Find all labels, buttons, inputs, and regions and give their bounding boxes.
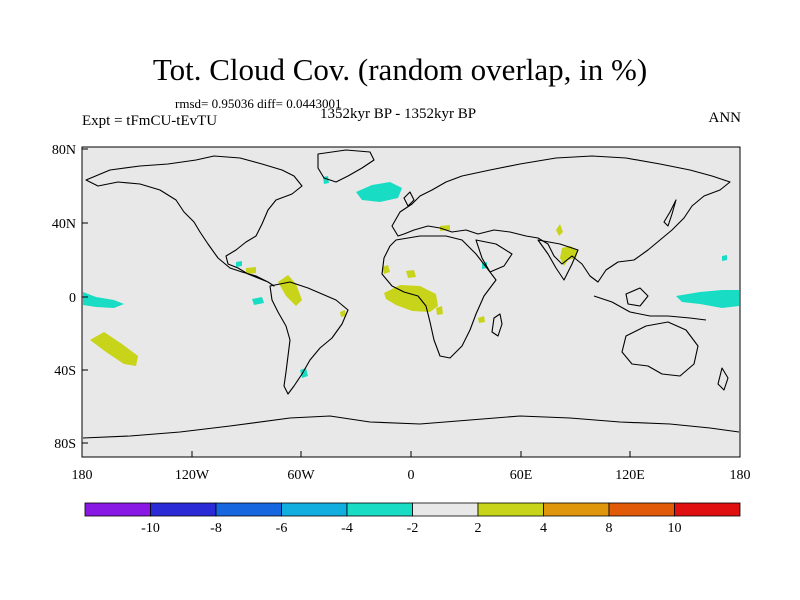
anomaly-patch [300,368,308,378]
latitude-axis: 80N 40N 0 40S 80S [52,143,88,452]
colorbar-label: 8 [606,521,613,536]
coast-indonesia [593,295,707,321]
period-label: 1352kyr BP - 1352kyr BP [320,106,477,122]
lon-label: 120E [615,468,645,483]
longitude-axis: 180 120W 60W 0 60E 120E 180 [72,451,751,483]
colorbar-label: 10 [668,521,682,536]
colorbar-label: -8 [210,521,222,536]
coast-south-america [269,281,349,395]
colorbar-box [215,502,282,517]
colorbar-box [281,502,348,517]
lon-label: 60W [287,468,315,483]
coast-borneo [625,287,649,307]
anomaly-patch [246,267,256,274]
anomaly-patch [340,310,346,317]
colorbar: -10 -8 -6 -4 -2 2 4 8 10 [84,502,741,536]
anomaly-patch [478,316,485,323]
anomaly-patch [236,261,242,267]
lon-label: 0 [408,468,415,483]
colorbar-box [477,502,544,517]
experiment-label: Expt = tFmCU-tEvTU [82,113,218,129]
coast-arabia [475,239,513,273]
anomaly-patch [440,225,450,231]
coast-greenland [317,149,375,183]
colorbar-label: 2 [475,521,482,536]
coast-australia [621,321,699,377]
lat-label: 40N [52,217,76,232]
lon-label: 180 [72,468,93,483]
positive-anomaly-patches [90,224,578,366]
anomaly-patch [406,270,416,278]
anomaly-patch [676,290,739,308]
colorbar-box [412,502,479,517]
lon-label: 60E [510,468,533,483]
colorbar-label: -6 [276,521,288,536]
coast-british-isles [403,191,415,207]
anomaly-patch [384,285,438,312]
colorbar-box [346,502,413,517]
coastlines [82,149,740,439]
colorbar-label: -10 [141,521,160,536]
anomaly-patch [556,224,563,236]
stats-text: rmsd= 0.95036 diff= 0.0443001 [175,96,342,111]
lat-label: 80S [54,437,76,452]
colorbar-box [84,502,151,517]
coast-india [537,239,579,281]
coast-new-zealand [717,367,729,391]
colorbar-box [150,502,217,517]
anomaly-patch [436,306,443,315]
colorbar-label: -4 [341,521,353,536]
anomaly-patch [382,265,390,274]
lat-label: 80N [52,143,76,158]
coast-madagascar [491,313,503,337]
colorbar-box [674,502,741,517]
lon-label: 180 [730,468,751,483]
map-title: Tot. Cloud Cov. (random overlap, in %) [152,52,648,87]
lat-label: 40S [54,364,76,379]
colorbar-label: -2 [407,521,419,536]
colorbar-box [543,502,610,517]
negative-anomaly-patches [83,176,739,378]
coast-north-america [85,155,303,287]
anomaly-patch [356,182,402,202]
coast-japan [663,199,677,227]
coast-antarctica [82,415,740,439]
anomaly-patch [722,255,727,261]
colorbar-label: 4 [540,521,547,536]
lat-label: 0 [69,291,76,306]
coast-eurasia [391,155,731,283]
lon-label: 120W [175,468,210,483]
anomaly-patch [90,332,138,366]
season-label: ANN [708,110,742,126]
anomaly-patch [560,246,578,266]
anomaly-patch [83,292,124,308]
coast-africa [381,235,497,359]
colorbar-box [608,502,675,517]
anomaly-patch [252,297,264,305]
